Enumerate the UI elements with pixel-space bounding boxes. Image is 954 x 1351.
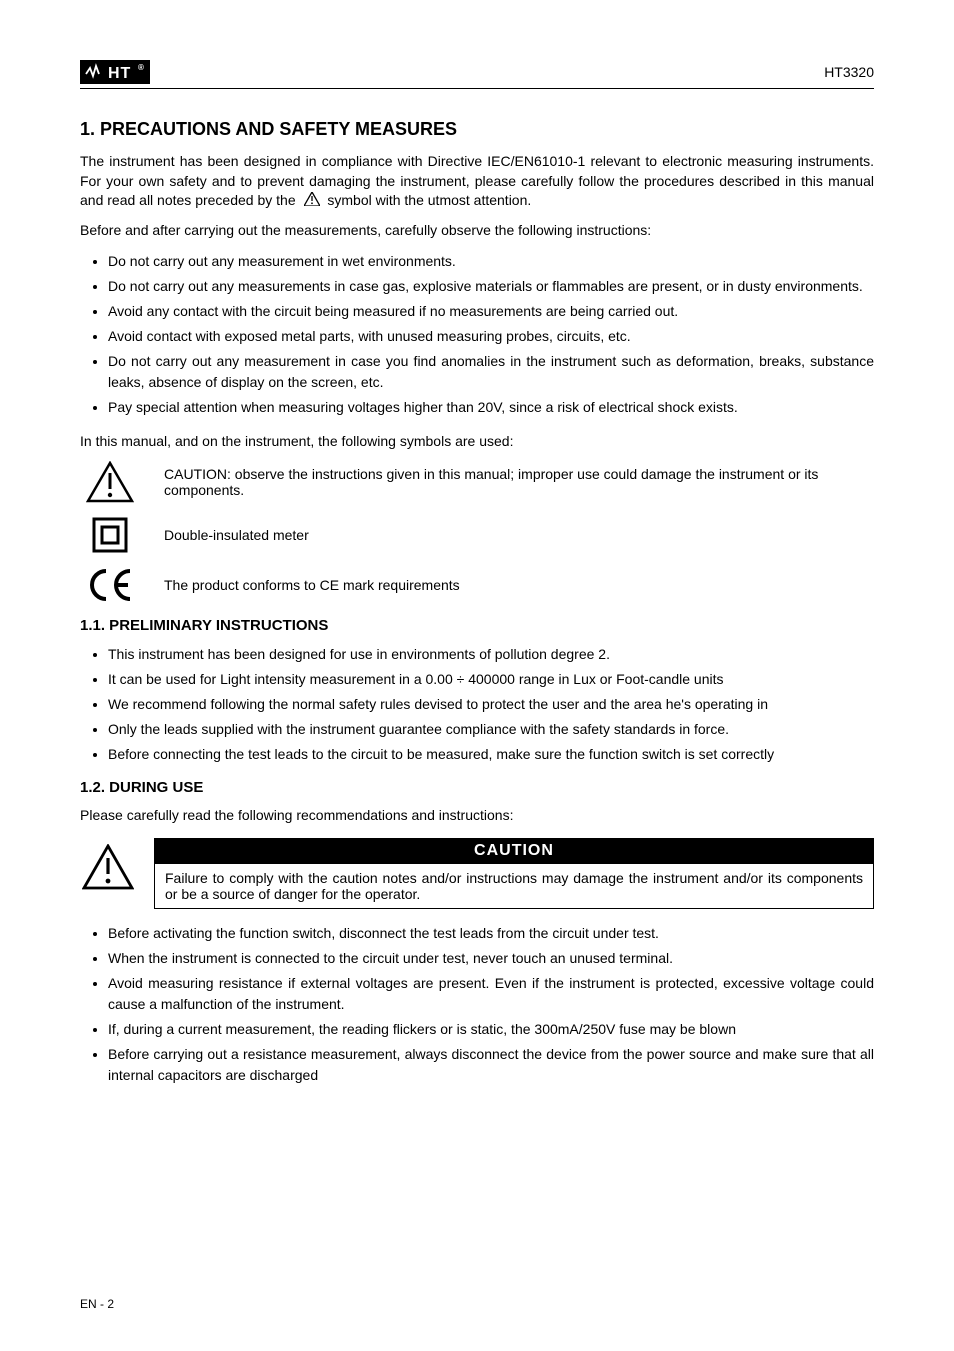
symbol-desc: Double-insulated meter bbox=[164, 527, 874, 543]
s12-bullet: Before carrying out a resistance measure… bbox=[108, 1044, 874, 1086]
s1-bullet: Avoid any contact with the circuit being… bbox=[108, 301, 874, 322]
s1-bullet: Do not carry out any measurement in wet … bbox=[108, 251, 874, 272]
svg-text:®: ® bbox=[138, 63, 145, 72]
ce-mark-icon bbox=[80, 567, 140, 603]
double-square-icon bbox=[80, 515, 140, 555]
section-1-title: 1. PRECAUTIONS AND SAFETY MEASURES bbox=[80, 119, 874, 140]
page-header: HT ® HT3320 bbox=[80, 60, 874, 89]
s1-bullet: Avoid contact with exposed metal parts, … bbox=[108, 326, 874, 347]
section11-bullets: This instrument has been designed for us… bbox=[108, 644, 874, 765]
caution-header: CAUTION bbox=[154, 838, 874, 864]
section-1-1-title: 1.1. PRELIMINARY INSTRUCTIONS bbox=[80, 617, 874, 634]
section12-intro: Please carefully read the following reco… bbox=[80, 806, 874, 826]
footer-left: EN - 2 bbox=[80, 1297, 114, 1311]
symbol-row-double-insulated: Double-insulated meter bbox=[80, 515, 874, 555]
symbol-row-warning: CAUTION: observe the instructions given … bbox=[80, 461, 874, 503]
s11-bullet: It can be used for Light intensity measu… bbox=[108, 669, 874, 690]
warning-triangle-icon bbox=[80, 461, 140, 503]
page-footer: EN - 2 bbox=[80, 1297, 874, 1311]
s11-bullet: Before connecting the test leads to the … bbox=[108, 744, 874, 765]
s12-bullet: When the instrument is connected to the … bbox=[108, 948, 874, 969]
warning-triangle-icon bbox=[304, 192, 320, 212]
s1-bullet: Do not carry out any measurements in cas… bbox=[108, 276, 874, 297]
header-model: HT3320 bbox=[824, 64, 874, 80]
section1-bullets: Do not carry out any measurement in wet … bbox=[108, 251, 874, 418]
symbol-desc: CAUTION: observe the instructions given … bbox=[164, 466, 874, 498]
s11-bullet: This instrument has been designed for us… bbox=[108, 644, 874, 665]
s12-bullet: Before activating the function switch, d… bbox=[108, 923, 874, 944]
intro-text-1-suffix: symbol with the utmost attention. bbox=[327, 192, 531, 208]
symbol-desc: The product conforms to CE mark requirem… bbox=[164, 577, 874, 593]
symbol-row-ce: The product conforms to CE mark requirem… bbox=[80, 567, 874, 603]
intro-paragraph-1: The instrument has been designed in comp… bbox=[80, 152, 874, 211]
s11-bullet: Only the leads supplied with the instrum… bbox=[108, 719, 874, 740]
symbols-intro: In this manual, and on the instrument, t… bbox=[80, 432, 874, 452]
logo-svg: HT ® bbox=[80, 60, 150, 84]
s1-bullet: Pay special attention when measuring vol… bbox=[108, 397, 874, 418]
svg-text:HT: HT bbox=[108, 65, 131, 82]
s12-bullet: Avoid measuring resistance if external v… bbox=[108, 973, 874, 1015]
s1-bullet: Do not carry out any measurement in case… bbox=[108, 351, 874, 393]
warning-triangle-icon bbox=[80, 838, 136, 890]
s11-bullet: We recommend following the normal safety… bbox=[108, 694, 874, 715]
intro-paragraph-2: Before and after carrying out the measur… bbox=[80, 221, 874, 241]
s12-bullet: If, during a current measurement, the re… bbox=[108, 1019, 874, 1040]
section12-bullets: Before activating the function switch, d… bbox=[108, 923, 874, 1086]
caution-block: CAUTION Failure to comply with the cauti… bbox=[80, 838, 874, 909]
caution-body: Failure to comply with the caution notes… bbox=[154, 864, 874, 909]
brand-logo: HT ® bbox=[80, 60, 150, 84]
section-1-2-title: 1.2. DURING USE bbox=[80, 779, 874, 796]
caution-box: CAUTION Failure to comply with the cauti… bbox=[154, 838, 874, 909]
